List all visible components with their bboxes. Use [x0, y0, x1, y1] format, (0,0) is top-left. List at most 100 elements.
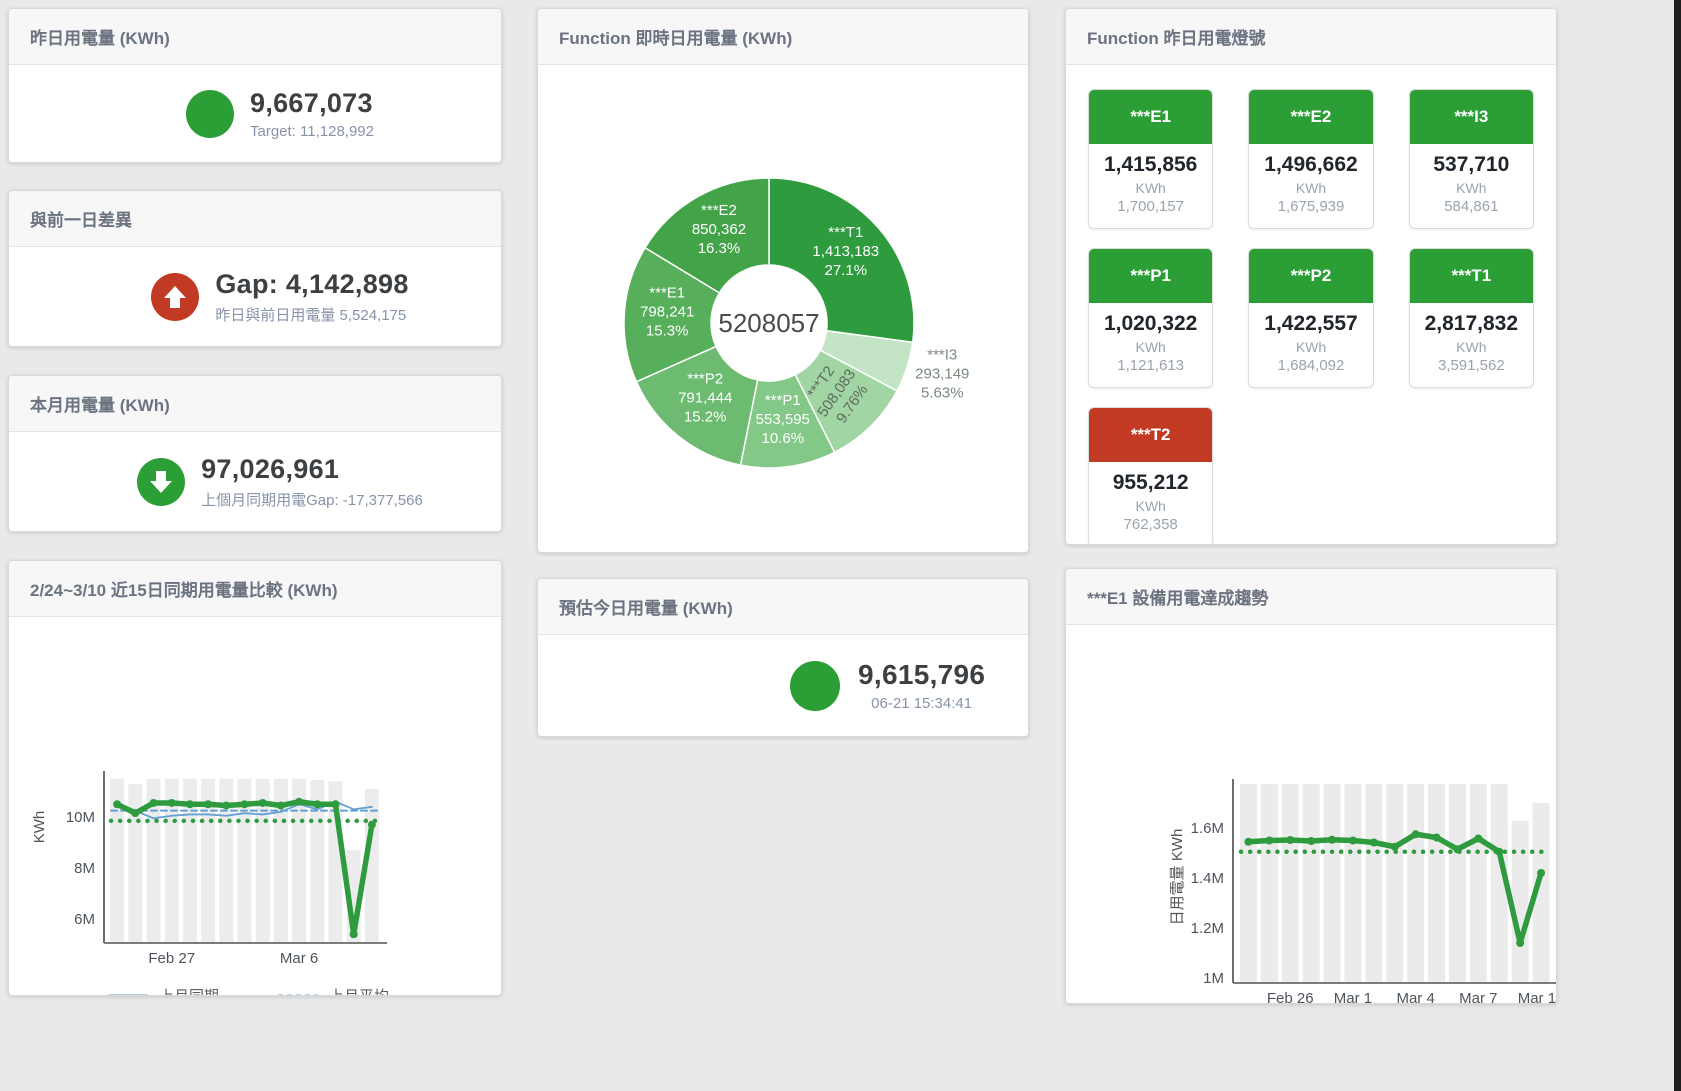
- data-point: [1369, 838, 1378, 847]
- x-tick-label: Mar 10: [1518, 990, 1556, 1003]
- data-point: [204, 800, 213, 809]
- status-tile-P1: ***P1 1,020,322 KWh 1,121,613: [1088, 248, 1214, 388]
- donut-slice-label: ***P1 553,595 10.6%: [756, 392, 810, 447]
- tile-target-value: 1,675,939: [1277, 198, 1345, 215]
- x-tick-label: Feb 26: [1267, 990, 1314, 1003]
- status-tile-E1: ***E1 1,415,856 KWh 1,700,157: [1088, 89, 1214, 229]
- card-realtime-donut: Function 即時日用電量 (KWh) ***T1 1,413,183 27.1…: [537, 8, 1029, 553]
- data-point: [1495, 847, 1504, 856]
- tile-unit: KWh: [1456, 180, 1487, 196]
- tile-target-value: 762,358: [1123, 516, 1178, 533]
- tile-header-label: ***T2: [1089, 408, 1213, 462]
- data-point: [222, 801, 231, 810]
- card-month-usage: 本月用電量 (KWh) 97,026,961 上個月同期用電Gap: -17,3…: [8, 375, 502, 532]
- data-point: [1286, 836, 1295, 844]
- data-point: [1516, 939, 1525, 947]
- data-point: [276, 801, 285, 810]
- data-point: [1348, 836, 1357, 845]
- tile-unit: KWh: [1295, 180, 1327, 196]
- donut-center-total: 5208057: [718, 308, 819, 338]
- target-bar: [364, 788, 379, 943]
- y-tick-label: 6M: [74, 911, 95, 928]
- tile-value: 1,422,557: [1264, 312, 1358, 335]
- estimate-value: 9,615,796: [858, 659, 986, 690]
- data-point: [185, 800, 194, 809]
- tile-body: 1,415,856 KWh 1,700,157: [1089, 144, 1212, 228]
- card-title: Function 即時日用電量 (KWh): [538, 9, 1028, 65]
- card-yesterday-usage: 昨日用電量 (KWh) 9,667,073 Target: 11,128,992: [8, 8, 502, 163]
- estimate-timestamp: 06-21 15:34:41: [871, 695, 973, 712]
- tile-body: 1,496,662 KWh 1,675,939: [1249, 144, 1372, 228]
- tile-body: 1,020,322 KWh 1,121,613: [1089, 303, 1212, 387]
- x-tick-label: Mar 6: [280, 950, 318, 967]
- target-bar: [1323, 784, 1341, 983]
- status-tile-T2: ***T2 955,212 KWh 762,358: [1088, 407, 1214, 544]
- donut-slice-T1[interactable]: [768, 177, 915, 344]
- tile-header-label: ***E1: [1089, 90, 1213, 144]
- compare-legend: 上月同期上月平均本月近15日本月平均Target: [106, 984, 501, 995]
- legend-item[interactable]: 上月同期: [106, 984, 276, 995]
- data-point: [1474, 834, 1483, 843]
- target-bar: [1490, 784, 1508, 983]
- donut-slice-label: ***I3 293,149 5.63%: [915, 347, 969, 402]
- data-point: [1411, 830, 1420, 839]
- y-tick-label: 1.4M: [1191, 870, 1224, 887]
- target-bar: [1344, 784, 1362, 983]
- status-tile-I3: ***I3 537,710 KWh 584,861: [1408, 89, 1534, 229]
- day-gap-subtitle: 昨日與前日用電量 5,524,175: [215, 306, 407, 324]
- dash-legend-sample-icon: [278, 994, 318, 995]
- x-tick-label: Mar 7: [1459, 990, 1497, 1003]
- tile-unit: KWh: [1135, 339, 1166, 355]
- y-tick-label: 1.2M: [1191, 920, 1224, 937]
- donut-plot: ***T1 1,413,183 27.1%***I3 293,149 5.63%***T…: [623, 177, 969, 469]
- x-tick-label: Mar 4: [1396, 990, 1434, 1003]
- card-function-lights: Function 昨日用電燈號 ***E1 1,415,856 KWh 1,700,1…: [1065, 8, 1557, 545]
- donut-slice-P2[interactable]: [635, 345, 759, 467]
- y-tick-label: 10M: [66, 809, 95, 826]
- card-day-gap: 與前一日差異 Gap: 4,142,898 昨日與前日用電量 5,524,175: [8, 190, 502, 347]
- card-title: 本月用電量 (KWh): [9, 376, 501, 432]
- tile-body: 537,710 KWh 584,861: [1410, 144, 1533, 228]
- y-tick-label: 8M: [74, 860, 95, 877]
- tile-body: 1,422,557 KWh 1,684,092: [1249, 303, 1372, 387]
- tile-value: 1,020,322: [1103, 312, 1198, 335]
- tile-value: 537,710: [1433, 153, 1510, 176]
- x-tick-label: Feb 27: [148, 950, 195, 967]
- tile-header-label: ***I3: [1409, 90, 1533, 144]
- target-bar: [1365, 784, 1383, 983]
- y-axis-title: 日用電量 KWh: [1169, 829, 1186, 926]
- data-point: [1537, 869, 1546, 877]
- target-bar: [1260, 784, 1278, 983]
- tile-target-value: 1,700,157: [1117, 198, 1185, 215]
- donut-slice-E1[interactable]: [623, 246, 721, 383]
- month-usage-value: 97,026,961: [201, 453, 340, 484]
- green-down-arrow-icon: [137, 457, 186, 506]
- target-bar: [128, 783, 143, 943]
- target-bar: [1469, 784, 1487, 983]
- yesterday-usage-target: Target: 11,128,992: [250, 122, 374, 140]
- donut-slice-label: ***E2 850,362 16.3%: [692, 202, 746, 257]
- tile-unit: KWh: [1295, 339, 1327, 355]
- target-bar: [1428, 784, 1446, 983]
- realtime-donut-chart: ***T1 1,413,183 27.1% ***I3 293,149 5.63% ***T…: [538, 65, 1028, 552]
- donut-slice-E2[interactable]: [644, 177, 770, 294]
- tile-value: 955,212: [1112, 471, 1189, 494]
- tile-header-label: ***P1: [1089, 249, 1213, 303]
- target-bar: [1448, 784, 1466, 983]
- tile-target-value: 584,861: [1444, 198, 1499, 215]
- target-bar: [1532, 803, 1550, 983]
- scrollbar[interactable]: [1674, 0, 1681, 1091]
- data-point: [167, 798, 176, 807]
- target-bar: [1302, 784, 1320, 983]
- tile-value: 1,496,662: [1264, 153, 1358, 176]
- data-point: [295, 797, 304, 806]
- tile-value: 2,817,832: [1424, 312, 1519, 335]
- y-tick-label: 1M: [1203, 970, 1224, 987]
- legend-label: 上月同期: [159, 985, 219, 996]
- tile-header-label: ***E2: [1249, 90, 1373, 144]
- green-status-circle-icon: [790, 660, 840, 711]
- legend-item[interactable]: 上月平均: [276, 984, 466, 995]
- donut-slice-label: ***P2 791,444 15.2%: [678, 371, 732, 426]
- data-point: [131, 809, 140, 818]
